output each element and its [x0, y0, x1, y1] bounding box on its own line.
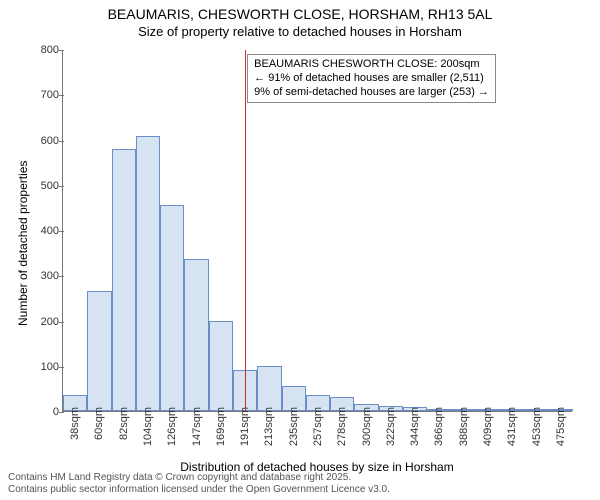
- x-tick: 235sqm: [288, 407, 300, 446]
- x-tick: 147sqm: [191, 407, 203, 446]
- annotation-line: ← 91% of detached houses are smaller (2,…: [254, 72, 489, 86]
- x-tick: 344sqm: [409, 407, 421, 446]
- y-tick: 0: [25, 406, 59, 418]
- x-tick: 82sqm: [118, 407, 130, 440]
- plot-area: 010020030040050060070080038sqm60sqm82sqm…: [62, 50, 572, 412]
- reference-line: [245, 50, 246, 411]
- y-tick: 300: [25, 270, 59, 282]
- annotation-line: 9% of semi-detached houses are larger (2…: [254, 86, 489, 100]
- x-tick: 126sqm: [166, 407, 178, 446]
- y-tick: 800: [25, 44, 59, 56]
- histogram-bar: [209, 321, 233, 411]
- histogram-bar: [112, 149, 136, 411]
- histogram-bar: [87, 291, 111, 411]
- x-tick: 191sqm: [239, 407, 251, 446]
- y-tick: 400: [25, 225, 59, 237]
- annotation-line: BEAUMARIS CHESWORTH CLOSE: 200sqm: [254, 58, 489, 72]
- x-tick: 388sqm: [458, 407, 470, 446]
- x-tick: 409sqm: [482, 407, 494, 446]
- histogram-bar: [257, 366, 281, 411]
- x-tick: 38sqm: [69, 407, 81, 440]
- x-tick: 366sqm: [433, 407, 445, 446]
- y-axis-label: Number of detached properties: [16, 161, 30, 326]
- chart-title: BEAUMARIS, CHESWORTH CLOSE, HORSHAM, RH1…: [0, 0, 600, 40]
- x-tick: 431sqm: [506, 407, 518, 446]
- x-tick: 257sqm: [312, 407, 324, 446]
- y-tick: 500: [25, 180, 59, 192]
- x-tick: 300sqm: [361, 407, 373, 446]
- histogram-chart: 010020030040050060070080038sqm60sqm82sqm…: [62, 50, 572, 412]
- footer-line-1: Contains HM Land Registry data © Crown c…: [8, 472, 390, 484]
- x-tick: 453sqm: [531, 407, 543, 446]
- histogram-bar: [184, 259, 208, 411]
- title-line-2: Size of property relative to detached ho…: [0, 24, 600, 40]
- footer-line-2: Contains public sector information licen…: [8, 484, 390, 496]
- y-tick: 100: [25, 361, 59, 373]
- x-tick: 278sqm: [336, 407, 348, 446]
- x-tick: 213sqm: [263, 407, 275, 446]
- histogram-bar: [160, 205, 184, 411]
- x-tick: 475sqm: [555, 407, 567, 446]
- title-line-1: BEAUMARIS, CHESWORTH CLOSE, HORSHAM, RH1…: [0, 6, 600, 24]
- x-tick: 60sqm: [93, 407, 105, 440]
- y-tick: 600: [25, 135, 59, 147]
- y-tick: 700: [25, 89, 59, 101]
- x-tick: 322sqm: [385, 407, 397, 446]
- annotation-box: BEAUMARIS CHESWORTH CLOSE: 200sqm← 91% o…: [247, 54, 496, 103]
- histogram-bar: [136, 136, 160, 411]
- attribution-footer: Contains HM Land Registry data © Crown c…: [8, 472, 390, 496]
- y-tick: 200: [25, 316, 59, 328]
- x-tick: 169sqm: [215, 407, 227, 446]
- x-tick: 104sqm: [142, 407, 154, 446]
